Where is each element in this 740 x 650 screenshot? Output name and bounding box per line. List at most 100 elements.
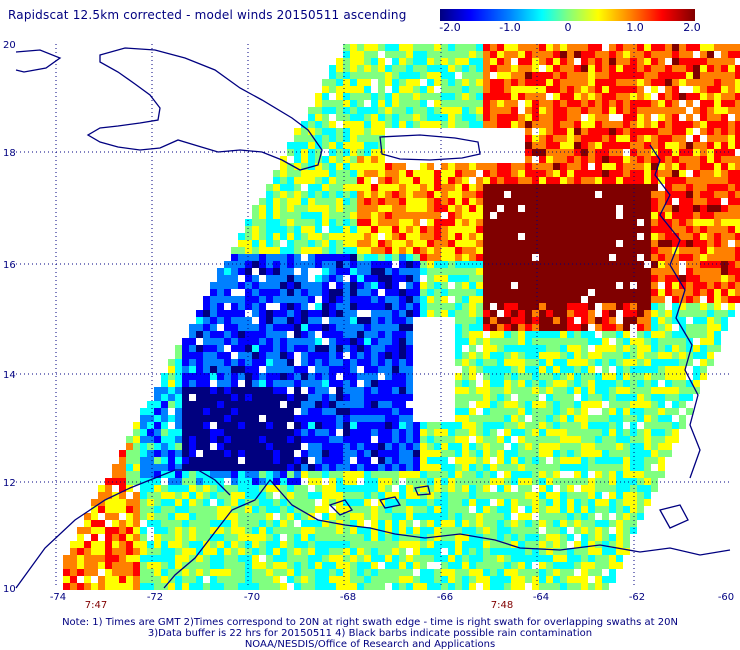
wind-cell	[189, 359, 196, 366]
wind-cell	[413, 513, 420, 520]
wind-cell	[441, 100, 448, 107]
wind-cell	[672, 317, 679, 324]
wind-cell	[427, 275, 434, 282]
wind-cell	[336, 338, 343, 345]
wind-cell	[441, 72, 448, 79]
wind-cell	[210, 317, 217, 324]
wind-cell	[210, 310, 217, 317]
wind-cell	[273, 317, 280, 324]
wind-cell	[602, 163, 609, 170]
wind-cell	[504, 289, 511, 296]
wind-cell	[679, 240, 686, 247]
wind-cell	[140, 513, 147, 520]
wind-cell	[476, 359, 483, 366]
wind-cell	[686, 205, 693, 212]
wind-cell	[497, 541, 504, 548]
wind-cell	[357, 422, 364, 429]
wind-cell	[357, 527, 364, 534]
wind-cell	[427, 289, 434, 296]
wind-cell	[658, 296, 665, 303]
wind-cell	[623, 415, 630, 422]
wind-cell	[665, 366, 672, 373]
wind-cell	[658, 268, 665, 275]
wind-cell	[602, 527, 609, 534]
wind-cell	[329, 296, 336, 303]
wind-cell	[567, 205, 574, 212]
wind-cell	[672, 219, 679, 226]
wind-cell	[175, 562, 182, 569]
wind-cell	[294, 387, 301, 394]
wind-cell	[602, 338, 609, 345]
wind-cell	[315, 107, 322, 114]
wind-cell	[203, 387, 210, 394]
wind-cell	[602, 226, 609, 233]
wind-cell	[518, 429, 525, 436]
wind-cell	[665, 163, 672, 170]
wind-cell	[525, 219, 532, 226]
wind-cell	[343, 296, 350, 303]
wind-cell	[602, 485, 609, 492]
wind-cell	[483, 261, 490, 268]
wind-cell	[378, 177, 385, 184]
wind-cell	[329, 135, 336, 142]
wind-cell	[273, 380, 280, 387]
wind-cell	[707, 177, 714, 184]
wind-cell	[721, 275, 728, 282]
wind-cell	[574, 240, 581, 247]
wind-cell	[217, 317, 224, 324]
wind-cell	[252, 261, 259, 268]
wind-cell	[539, 107, 546, 114]
wind-cell	[546, 268, 553, 275]
wind-cell	[588, 394, 595, 401]
wind-cell	[553, 296, 560, 303]
wind-cell	[287, 450, 294, 457]
wind-cell	[287, 373, 294, 380]
wind-cell	[469, 317, 476, 324]
wind-cell	[609, 380, 616, 387]
wind-cell	[546, 58, 553, 65]
wind-cell	[308, 394, 315, 401]
wind-cell	[266, 401, 273, 408]
wind-cell	[280, 345, 287, 352]
wind-cell	[287, 534, 294, 541]
wind-cell	[287, 212, 294, 219]
wind-cell	[133, 471, 140, 478]
wind-cell	[469, 548, 476, 555]
wind-cell	[714, 114, 721, 121]
wind-cell	[700, 128, 707, 135]
wind-cell	[238, 233, 245, 240]
wind-cell	[532, 72, 539, 79]
wind-cell	[399, 366, 406, 373]
wind-cell	[315, 527, 322, 534]
wind-cell	[161, 373, 168, 380]
wind-cell	[266, 331, 273, 338]
wind-cell	[546, 51, 553, 58]
wind-cell	[532, 338, 539, 345]
wind-cell	[273, 310, 280, 317]
wind-cell	[294, 527, 301, 534]
wind-cell	[490, 492, 497, 499]
wind-cell	[504, 436, 511, 443]
wind-cell	[546, 415, 553, 422]
wind-cell	[203, 485, 210, 492]
wind-cell	[280, 303, 287, 310]
wind-cell	[294, 247, 301, 254]
wind-cell	[595, 352, 602, 359]
wind-cell	[238, 485, 245, 492]
wind-cell	[490, 373, 497, 380]
wind-cell	[266, 240, 273, 247]
wind-cell	[462, 282, 469, 289]
wind-cell	[315, 149, 322, 156]
wind-cell	[182, 415, 189, 422]
wind-cell	[175, 520, 182, 527]
wind-cell	[350, 254, 357, 261]
wind-cell	[672, 191, 679, 198]
wind-cell	[168, 506, 175, 513]
wind-cell	[378, 296, 385, 303]
wind-cell	[728, 219, 735, 226]
wind-cell	[581, 156, 588, 163]
wind-cell	[665, 380, 672, 387]
wind-cell	[609, 464, 616, 471]
wind-cell	[161, 408, 168, 415]
wind-cell	[273, 443, 280, 450]
